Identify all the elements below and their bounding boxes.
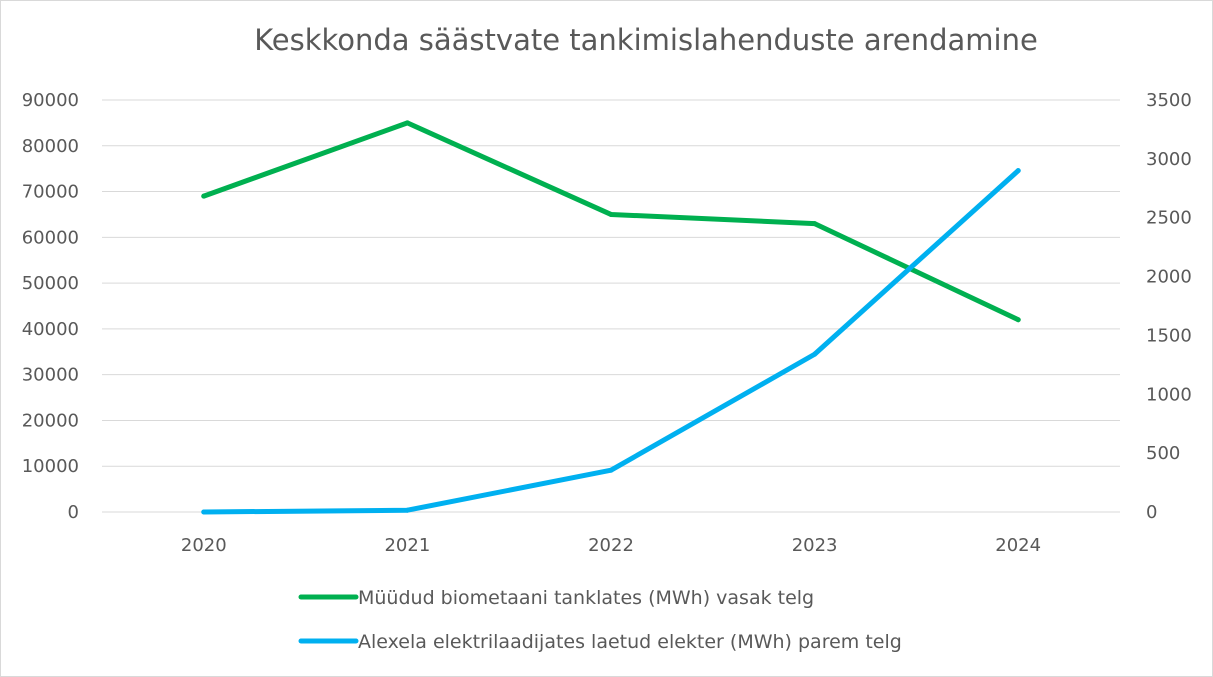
series-line-1: [201, 120, 1021, 323]
chart-title: Keskkonda säästvate tankimislahenduste a…: [254, 23, 1038, 57]
series-2-point: [812, 351, 818, 357]
series-2-point: [608, 467, 614, 473]
right-axis-tick-label: 1500: [1146, 325, 1192, 346]
left-axis-tick-label: 20000: [22, 410, 79, 431]
left-axis-tick-label: 70000: [22, 182, 79, 203]
right-axis-tick-label: 0: [1146, 502, 1157, 523]
right-axis-tick-label: 500: [1146, 443, 1180, 464]
series-2-point: [201, 509, 207, 515]
x-axis-tick-label: 2021: [384, 535, 430, 556]
series-2-point: [1015, 168, 1021, 174]
series-1-point: [201, 193, 207, 199]
left-axis-tick-label: 80000: [22, 136, 79, 157]
right-axis-tick-label: 2500: [1146, 208, 1192, 229]
legend-label: Alexela elektrilaadijates laetud elekter…: [358, 631, 902, 653]
right-axis-tick-label: 1000: [1146, 384, 1192, 405]
series-1-point: [404, 120, 410, 126]
x-axis-tick-label: 2024: [995, 535, 1041, 556]
right-axis-tick-label: 2000: [1146, 267, 1192, 288]
left-axis-tick-label: 40000: [22, 319, 79, 340]
left-axis-tick-label: 90000: [22, 90, 79, 111]
left-axis-tick-label: 60000: [22, 227, 79, 248]
series-1-point: [812, 221, 818, 227]
series-1-point: [608, 211, 614, 217]
legend-label: Müüdud biometaani tanklates (MWh) vasak …: [358, 587, 814, 609]
left-axis-tick-label: 10000: [22, 456, 79, 477]
series-line-2: [201, 168, 1021, 515]
x-axis-tick-label: 2022: [588, 535, 634, 556]
x-axis-tick-label: 2020: [181, 535, 227, 556]
left-axis-tick-label: 30000: [22, 365, 79, 386]
right-axis-tick-label: 3500: [1146, 90, 1192, 111]
x-axis-tick-label: 2023: [792, 535, 838, 556]
left-axis-tick-label: 50000: [22, 273, 79, 294]
series-2-point: [404, 507, 410, 513]
right-axis-tick-label: 3000: [1146, 149, 1192, 170]
left-axis-tick-label: 0: [68, 502, 79, 523]
series-1-point: [1015, 317, 1021, 323]
